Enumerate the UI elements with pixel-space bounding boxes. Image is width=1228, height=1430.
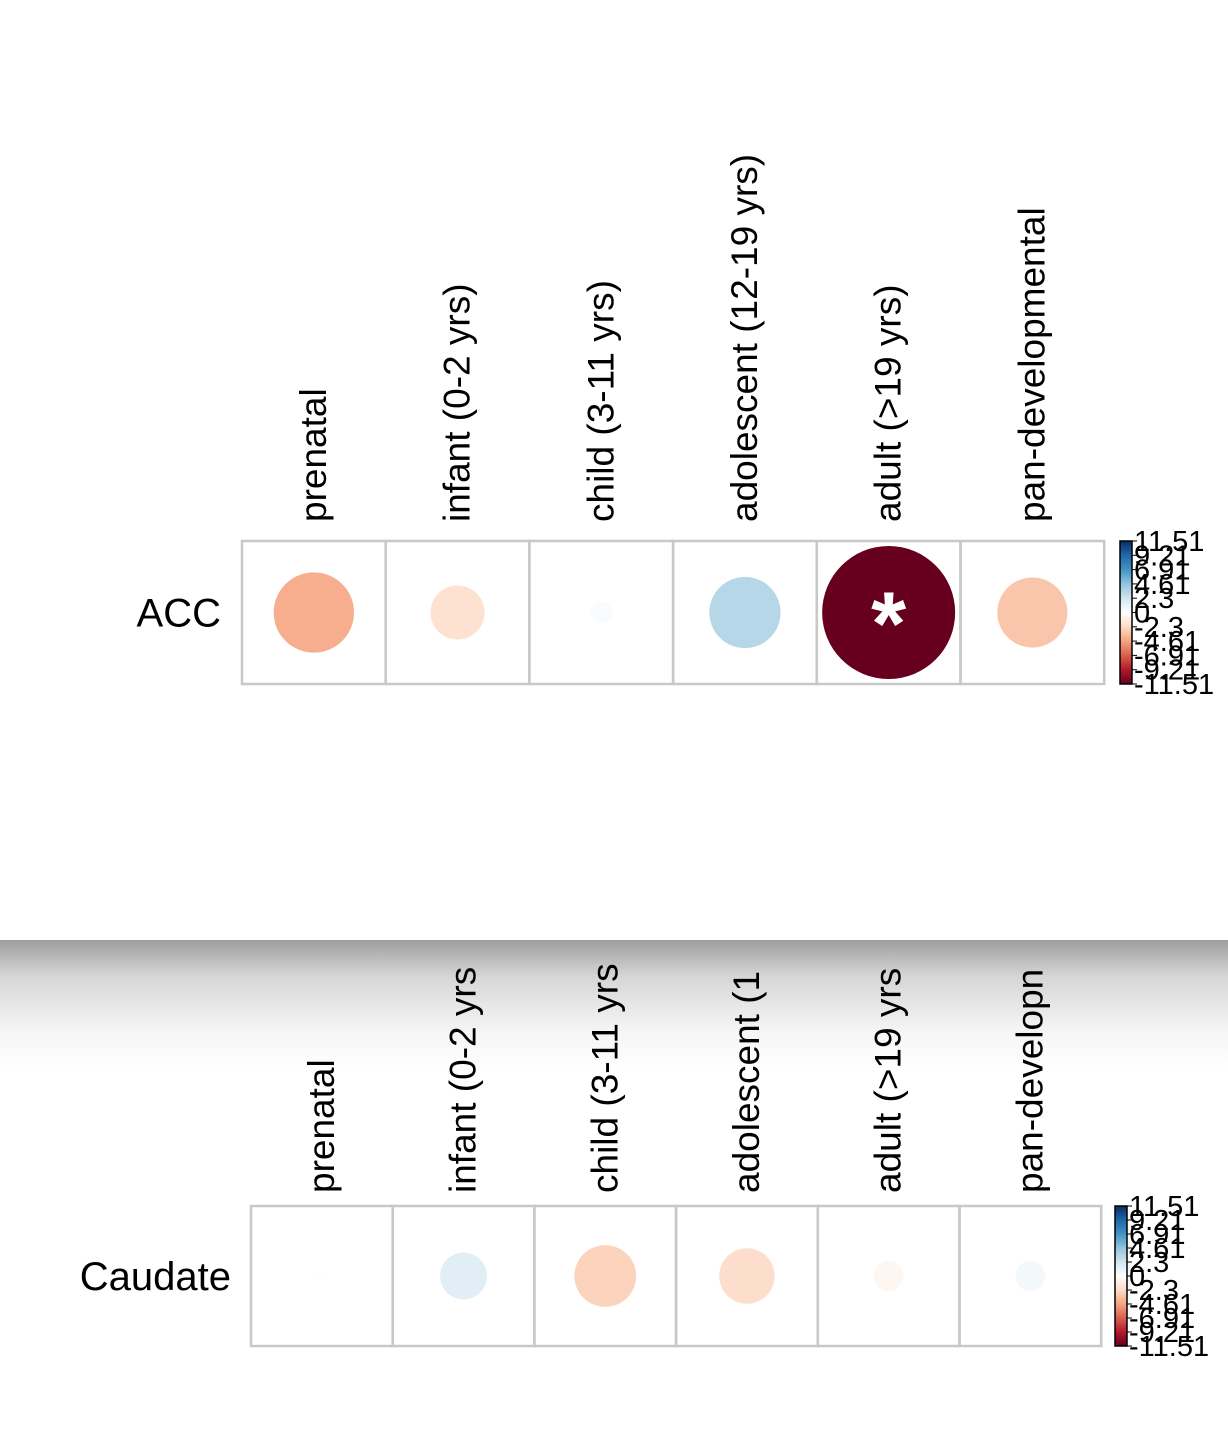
- caudate-colorbar-tick-label: 6.91: [1129, 1219, 1185, 1251]
- caudate-value-circle: [317, 1271, 327, 1281]
- acc-row-label: ACC: [137, 592, 221, 636]
- caudate-value-circle: [1015, 1261, 1046, 1291]
- caudate-column-label: prenatal: [301, 1059, 342, 1193]
- acc-value-circle: [273, 572, 355, 653]
- acc-column-label: child (3-11 yrs): [580, 280, 621, 522]
- caudate-value-circle: [873, 1261, 904, 1291]
- acc-colorbar-tick-label: 4.61: [1134, 569, 1190, 601]
- caudate-value-circle: [440, 1252, 488, 1300]
- acc-colorbar-tick-label: 0: [1134, 598, 1150, 630]
- caudate-colorbar-tick-label: 0: [1129, 1261, 1145, 1293]
- acc-colorbar-tick-label: 9.21: [1134, 540, 1190, 572]
- acc-colorbar-tick-label: 11.51: [1134, 526, 1204, 558]
- acc-panel: ACC prenatal infant (0-2 yrs) child (3-11 y…: [136, 153, 1215, 701]
- caudate-colorbar: [1114, 1205, 1128, 1347]
- acc-colorbar: [1119, 540, 1133, 685]
- acc-colorbar-tick-label: 6.91: [1134, 555, 1190, 587]
- caudate-column-label: child (3-11 yrs: [584, 963, 625, 1193]
- acc-grid-cell: [959, 539, 1106, 686]
- acc-colorbar-tick-label: -4.61: [1134, 626, 1200, 658]
- acc-column-label: pan-developmental: [1011, 207, 1052, 522]
- acc-value-circle: [590, 601, 612, 624]
- caudate-row-label: Caudate: [80, 1255, 231, 1299]
- acc-colorbar-tick-label: 2.3: [1134, 583, 1174, 615]
- caudate-colorbar-tick-label: 11.51: [1129, 1191, 1199, 1223]
- acc-column-label: adult (>19 yrs): [868, 284, 909, 522]
- acc-value-circle: [709, 576, 781, 649]
- caudate-column-label: pan-developn: [1009, 969, 1050, 1193]
- caudate-colorbar-tick-label: -2.3: [1129, 1275, 1179, 1307]
- caudate-colorbar-tick-label: 9.21: [1129, 1205, 1185, 1237]
- acc-corrplot: ACC prenatal infant (0-2 yrs) child (3-11 y…: [137, 154, 1215, 701]
- caudate-colorbar-tick-label: -4.61: [1129, 1289, 1195, 1321]
- caudate-colorbar-tick-label: -9.21: [1129, 1317, 1195, 1349]
- caudate-colorbar-tick-label: 2.3: [1129, 1247, 1169, 1279]
- caudate-panel: Caudate prenatal infant (0-2 yrs child (3-1…: [0, 940, 1228, 1430]
- acc-colorbar-tick-label: -9.21: [1134, 655, 1200, 687]
- acc-significance-marker: *: [871, 575, 906, 675]
- caudate-grid-cell: [958, 1204, 1103, 1348]
- caudate-column-label: adolescent (1: [726, 971, 767, 1193]
- acc-value-circle: [430, 585, 485, 640]
- acc-value-circle: [997, 577, 1068, 648]
- caudate-colorbar-tick-label: 4.61: [1129, 1233, 1185, 1265]
- acc-colorbar-tick-label: -2.3: [1134, 612, 1184, 644]
- caudate-corrplot: Caudate prenatal infant (0-2 yrs child (3-1…: [80, 963, 1209, 1363]
- acc-column-label: prenatal: [293, 388, 334, 522]
- acc-column-label: infant (0-2 yrs): [437, 283, 478, 522]
- caudate-value-circle: [574, 1245, 637, 1307]
- acc-colorbar-tick-label: -6.91: [1134, 640, 1200, 672]
- acc-colorbar-tick-label: -11.51: [1134, 669, 1214, 701]
- caudate-colorbar-tick-label: -11.51: [1129, 1331, 1209, 1363]
- caudate-column-label: adult (>19 yrs: [868, 968, 909, 1193]
- acc-value-circle: [822, 546, 956, 679]
- caudate-value-circle: [719, 1248, 775, 1304]
- caudate-colorbar-tick-label: -6.91: [1129, 1303, 1195, 1335]
- acc-column-label: adolescent (12-19 yrs): [724, 154, 765, 522]
- caudate-column-label: infant (0-2 yrs: [443, 967, 484, 1193]
